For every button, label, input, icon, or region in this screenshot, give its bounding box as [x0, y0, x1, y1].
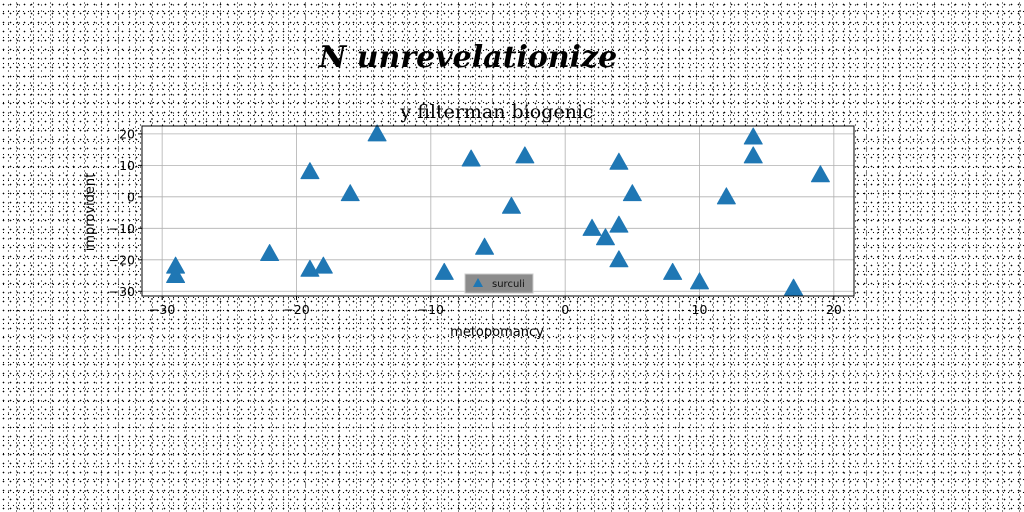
- plot-frame: [141, 125, 855, 297]
- data-point: [743, 146, 763, 164]
- legend-box: [464, 273, 534, 294]
- data-point: [461, 149, 481, 167]
- data-point: [434, 262, 454, 280]
- data-points: [166, 124, 830, 296]
- data-point: [743, 127, 763, 145]
- data-point: [260, 244, 280, 261]
- page-title: N unrevelationize: [318, 40, 617, 75]
- chart-title: y filterman biogenic: [399, 101, 593, 123]
- x-tick-label: 0: [561, 302, 569, 317]
- data-point: [475, 237, 495, 255]
- data-point: [367, 124, 387, 142]
- x-tick-label: −10: [418, 302, 444, 317]
- y-tick-label: −20: [109, 252, 135, 267]
- data-point: [784, 278, 804, 296]
- data-point: [609, 215, 629, 233]
- legend-label: surculi: [492, 279, 525, 290]
- data-point: [582, 218, 602, 236]
- x-axis-label: metopomancy: [450, 325, 544, 340]
- data-point: [609, 250, 629, 268]
- data-point: [609, 152, 629, 170]
- data-point: [166, 266, 186, 284]
- legend: surculi: [464, 273, 534, 294]
- legend-triangle-icon: [473, 278, 483, 287]
- y-axis-label: improvident: [83, 173, 98, 251]
- data-point: [663, 262, 683, 280]
- data-point: [595, 228, 615, 246]
- data-point: [300, 162, 320, 180]
- y-tick-label: 20: [119, 126, 135, 141]
- x-tick-label: 20: [826, 302, 842, 317]
- data-point: [690, 272, 710, 290]
- axis-ticks: −30 −20 −10 0 10 20 −30 −20 −10 0 10 20: [109, 126, 842, 317]
- x-tick-label: 10: [692, 302, 708, 317]
- data-point: [313, 256, 333, 274]
- data-point: [716, 187, 736, 205]
- data-point: [501, 196, 521, 214]
- y-tick-label: 10: [119, 158, 135, 173]
- data-point: [340, 184, 360, 202]
- x-tick-label: −20: [283, 302, 309, 317]
- data-point: [622, 184, 642, 202]
- y-tick-label: 0: [127, 189, 135, 204]
- grid: [142, 126, 854, 296]
- plot-area: [142, 126, 854, 296]
- data-point: [515, 146, 535, 164]
- y-tick-label: −10: [109, 221, 135, 236]
- data-point: [810, 165, 830, 183]
- x-tick-label: −30: [149, 302, 175, 317]
- y-tick-label: −30: [109, 284, 135, 299]
